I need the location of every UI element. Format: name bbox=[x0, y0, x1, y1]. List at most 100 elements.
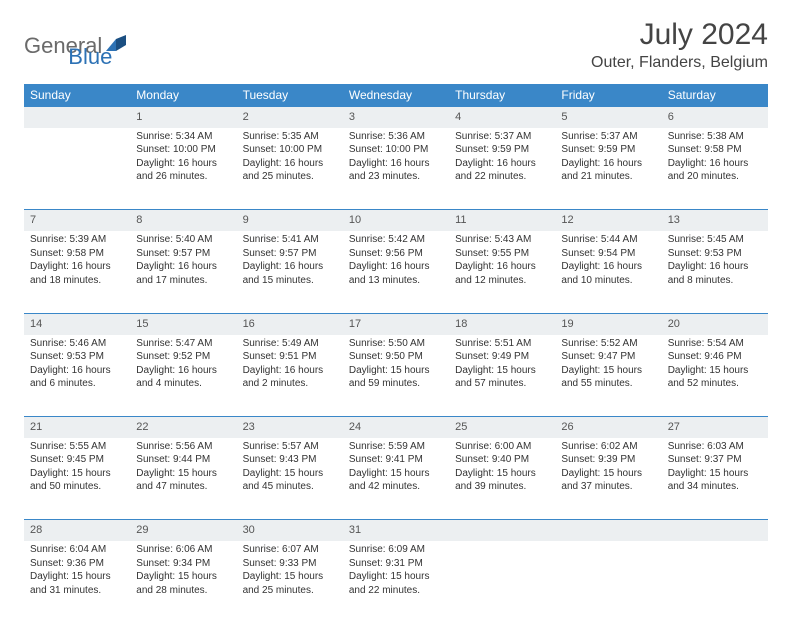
daylight-text: Daylight: 15 hours and 50 minutes. bbox=[30, 467, 124, 494]
weekday-header: Monday bbox=[130, 84, 236, 107]
weekday-header-row: Sunday Monday Tuesday Wednesday Thursday… bbox=[24, 84, 768, 107]
day-number-cell: 28 bbox=[24, 520, 130, 541]
daylight-text: Daylight: 16 hours and 21 minutes. bbox=[561, 157, 655, 184]
sunset-text: Sunset: 9:54 PM bbox=[561, 247, 655, 261]
day-cell: Sunrise: 5:49 AMSunset: 9:51 PMDaylight:… bbox=[237, 335, 343, 417]
day-number-row: 21222324252627 bbox=[24, 417, 768, 438]
day-number-cell bbox=[449, 520, 555, 541]
day-number-cell: 11 bbox=[449, 210, 555, 231]
day-number-cell bbox=[24, 107, 130, 128]
daylight-text: Daylight: 16 hours and 25 minutes. bbox=[243, 157, 337, 184]
daylight-text: Daylight: 16 hours and 6 minutes. bbox=[30, 364, 124, 391]
day-number-cell: 23 bbox=[237, 417, 343, 438]
sunset-text: Sunset: 9:44 PM bbox=[136, 453, 230, 467]
day-body-row: Sunrise: 5:39 AMSunset: 9:58 PMDaylight:… bbox=[24, 231, 768, 313]
day-cell: Sunrise: 5:46 AMSunset: 9:53 PMDaylight:… bbox=[24, 335, 130, 417]
day-body-row: Sunrise: 5:46 AMSunset: 9:53 PMDaylight:… bbox=[24, 335, 768, 417]
day-number-cell: 31 bbox=[343, 520, 449, 541]
day-cell bbox=[662, 541, 768, 623]
day-cell: Sunrise: 5:50 AMSunset: 9:50 PMDaylight:… bbox=[343, 335, 449, 417]
day-number-cell: 25 bbox=[449, 417, 555, 438]
weekday-header: Thursday bbox=[449, 84, 555, 107]
sunrise-text: Sunrise: 5:45 AM bbox=[668, 233, 762, 247]
sunrise-text: Sunrise: 5:51 AM bbox=[455, 337, 549, 351]
daylight-text: Daylight: 16 hours and 13 minutes. bbox=[349, 260, 443, 287]
sunset-text: Sunset: 9:59 PM bbox=[455, 143, 549, 157]
day-body-row: Sunrise: 6:04 AMSunset: 9:36 PMDaylight:… bbox=[24, 541, 768, 623]
daylight-text: Daylight: 15 hours and 47 minutes. bbox=[136, 467, 230, 494]
daylight-text: Daylight: 15 hours and 59 minutes. bbox=[349, 364, 443, 391]
sunrise-text: Sunrise: 5:47 AM bbox=[136, 337, 230, 351]
weekday-header: Wednesday bbox=[343, 84, 449, 107]
day-number-cell: 21 bbox=[24, 417, 130, 438]
day-cell: Sunrise: 5:59 AMSunset: 9:41 PMDaylight:… bbox=[343, 438, 449, 520]
daylight-text: Daylight: 16 hours and 15 minutes. bbox=[243, 260, 337, 287]
day-number-row: 14151617181920 bbox=[24, 313, 768, 334]
sunrise-text: Sunrise: 6:04 AM bbox=[30, 543, 124, 557]
day-number-cell: 7 bbox=[24, 210, 130, 231]
daylight-text: Daylight: 16 hours and 4 minutes. bbox=[136, 364, 230, 391]
sunset-text: Sunset: 10:00 PM bbox=[243, 143, 337, 157]
day-number-row: 78910111213 bbox=[24, 210, 768, 231]
day-number-cell: 13 bbox=[662, 210, 768, 231]
day-number-cell: 22 bbox=[130, 417, 236, 438]
header: General Blue July 2024 Outer, Flanders, … bbox=[24, 18, 768, 72]
day-body-row: Sunrise: 5:55 AMSunset: 9:45 PMDaylight:… bbox=[24, 438, 768, 520]
day-cell: Sunrise: 5:57 AMSunset: 9:43 PMDaylight:… bbox=[237, 438, 343, 520]
day-cell: Sunrise: 5:37 AMSunset: 9:59 PMDaylight:… bbox=[555, 128, 661, 210]
sunset-text: Sunset: 9:53 PM bbox=[30, 350, 124, 364]
sunrise-text: Sunrise: 5:43 AM bbox=[455, 233, 549, 247]
daylight-text: Daylight: 15 hours and 57 minutes. bbox=[455, 364, 549, 391]
day-number-cell: 14 bbox=[24, 313, 130, 334]
sunrise-text: Sunrise: 6:02 AM bbox=[561, 440, 655, 454]
day-cell: Sunrise: 5:35 AMSunset: 10:00 PMDaylight… bbox=[237, 128, 343, 210]
sunset-text: Sunset: 9:58 PM bbox=[30, 247, 124, 261]
day-number-cell: 17 bbox=[343, 313, 449, 334]
day-number-cell: 20 bbox=[662, 313, 768, 334]
day-number-row: 28293031 bbox=[24, 520, 768, 541]
daylight-text: Daylight: 16 hours and 2 minutes. bbox=[243, 364, 337, 391]
sunset-text: Sunset: 9:50 PM bbox=[349, 350, 443, 364]
day-number-cell: 18 bbox=[449, 313, 555, 334]
day-number-cell: 15 bbox=[130, 313, 236, 334]
sunrise-text: Sunrise: 5:35 AM bbox=[243, 130, 337, 144]
daylight-text: Daylight: 15 hours and 52 minutes. bbox=[668, 364, 762, 391]
daylight-text: Daylight: 16 hours and 17 minutes. bbox=[136, 260, 230, 287]
sunset-text: Sunset: 9:57 PM bbox=[136, 247, 230, 261]
daylight-text: Daylight: 15 hours and 39 minutes. bbox=[455, 467, 549, 494]
sunrise-text: Sunrise: 5:37 AM bbox=[561, 130, 655, 144]
logo-text-blue: Blue bbox=[68, 44, 112, 70]
title-block: July 2024 Outer, Flanders, Belgium bbox=[591, 18, 768, 72]
sunset-text: Sunset: 9:55 PM bbox=[455, 247, 549, 261]
sunset-text: Sunset: 10:00 PM bbox=[349, 143, 443, 157]
day-number-cell: 6 bbox=[662, 107, 768, 128]
day-cell: Sunrise: 5:51 AMSunset: 9:49 PMDaylight:… bbox=[449, 335, 555, 417]
day-cell: Sunrise: 5:40 AMSunset: 9:57 PMDaylight:… bbox=[130, 231, 236, 313]
sunrise-text: Sunrise: 6:07 AM bbox=[243, 543, 337, 557]
sunrise-text: Sunrise: 6:09 AM bbox=[349, 543, 443, 557]
sunrise-text: Sunrise: 5:34 AM bbox=[136, 130, 230, 144]
daylight-text: Daylight: 16 hours and 18 minutes. bbox=[30, 260, 124, 287]
day-cell: Sunrise: 5:36 AMSunset: 10:00 PMDaylight… bbox=[343, 128, 449, 210]
daylight-text: Daylight: 15 hours and 45 minutes. bbox=[243, 467, 337, 494]
daylight-text: Daylight: 16 hours and 22 minutes. bbox=[455, 157, 549, 184]
day-cell: Sunrise: 6:09 AMSunset: 9:31 PMDaylight:… bbox=[343, 541, 449, 623]
sunset-text: Sunset: 9:31 PM bbox=[349, 557, 443, 571]
day-number-cell: 9 bbox=[237, 210, 343, 231]
day-number-cell: 30 bbox=[237, 520, 343, 541]
sunset-text: Sunset: 9:36 PM bbox=[30, 557, 124, 571]
sunset-text: Sunset: 9:34 PM bbox=[136, 557, 230, 571]
sunset-text: Sunset: 9:59 PM bbox=[561, 143, 655, 157]
sunrise-text: Sunrise: 5:37 AM bbox=[455, 130, 549, 144]
sunset-text: Sunset: 9:49 PM bbox=[455, 350, 549, 364]
weekday-header: Friday bbox=[555, 84, 661, 107]
day-number-cell: 5 bbox=[555, 107, 661, 128]
day-cell: Sunrise: 6:00 AMSunset: 9:40 PMDaylight:… bbox=[449, 438, 555, 520]
day-cell: Sunrise: 6:04 AMSunset: 9:36 PMDaylight:… bbox=[24, 541, 130, 623]
day-cell: Sunrise: 5:44 AMSunset: 9:54 PMDaylight:… bbox=[555, 231, 661, 313]
sunset-text: Sunset: 9:45 PM bbox=[30, 453, 124, 467]
day-number-cell: 27 bbox=[662, 417, 768, 438]
sunrise-text: Sunrise: 5:49 AM bbox=[243, 337, 337, 351]
day-cell: Sunrise: 5:34 AMSunset: 10:00 PMDaylight… bbox=[130, 128, 236, 210]
day-cell: Sunrise: 5:56 AMSunset: 9:44 PMDaylight:… bbox=[130, 438, 236, 520]
